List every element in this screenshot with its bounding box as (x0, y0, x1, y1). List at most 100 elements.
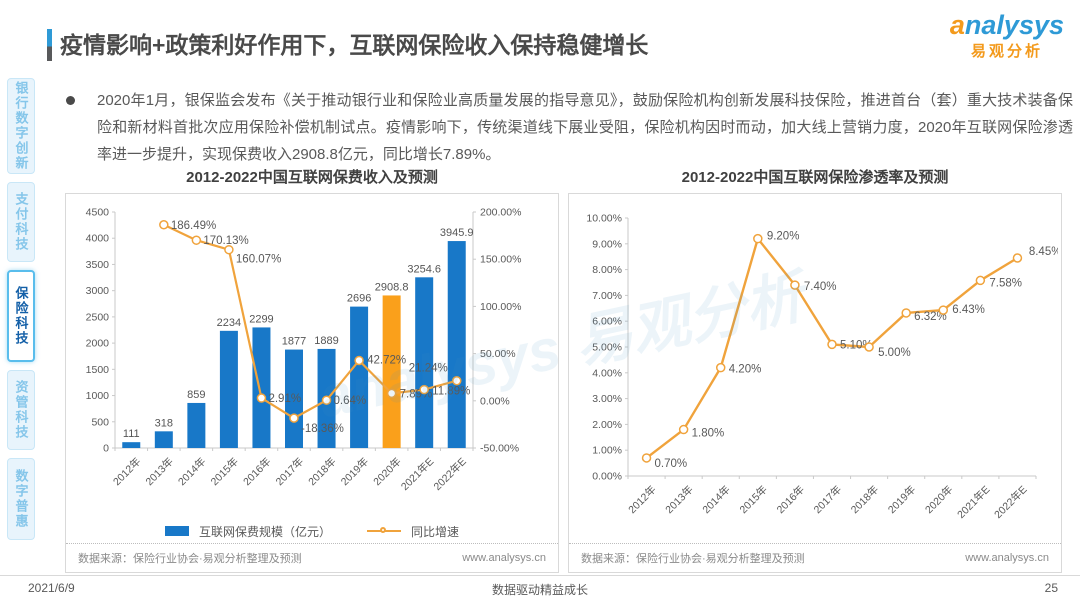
sidebar-tab-asset-mgmt-tech[interactable]: 资管科技 (7, 370, 35, 450)
legend-line-marker (380, 527, 386, 533)
sidebar-tab-digital-inclusion[interactable]: 数字普惠 (7, 458, 35, 540)
bar (154, 431, 173, 448)
svg-text:2015年: 2015年 (737, 483, 770, 516)
svg-text:200.00%: 200.00% (480, 207, 521, 219)
right-website-text: www.analysys.cn (965, 552, 1049, 564)
svg-text:8.45%: 8.45% (1029, 246, 1058, 258)
penetration-chart-panel: 0.00% 1.00% 2.00% 3.00% 4.00% 5.00% 6.00% 7.00%… (568, 193, 1062, 573)
svg-text:3.00%: 3.00% (592, 393, 622, 405)
svg-text:2018年: 2018年 (306, 455, 339, 488)
svg-text:0.64%: 0.64% (334, 395, 367, 407)
marker (256, 393, 267, 403)
legend: 互联网保费规模（亿元） 同比增速 (66, 518, 558, 544)
svg-text:2908.8: 2908.8 (375, 281, 409, 293)
logo-a-glyph: a (949, 10, 965, 40)
marker (715, 362, 726, 373)
svg-text:10.00%: 10.00% (586, 213, 622, 225)
marker (321, 395, 332, 405)
marker (938, 305, 949, 315)
left-website-text: www.analysys.cn (462, 552, 546, 564)
svg-text:2696: 2696 (347, 293, 371, 305)
marker (678, 424, 689, 435)
svg-text:9.00%: 9.00% (592, 238, 622, 250)
marker (354, 355, 364, 366)
svg-text:2019年: 2019年 (338, 455, 371, 488)
svg-text:4500: 4500 (86, 207, 110, 219)
svg-text:50.00%: 50.00% (480, 348, 516, 360)
svg-text:100.00%: 100.00% (480, 301, 521, 313)
left-source-row: 数据来源：保险行业协会·易观分析整理及预测 www.analysys.cn (66, 543, 558, 572)
svg-text:186.49%: 186.49% (171, 220, 216, 232)
marker (386, 388, 397, 399)
bar (219, 330, 238, 448)
marker (224, 244, 234, 255)
svg-text:2019年: 2019年 (885, 483, 918, 516)
bar (382, 295, 401, 448)
svg-text:2020年: 2020年 (922, 483, 955, 516)
bar (252, 327, 271, 448)
svg-text:11.89%: 11.89% (432, 386, 470, 398)
left-source-text: 数据来源：保险行业协会·易观分析整理及预测 (78, 553, 302, 565)
sidebar-tab-banking-digital[interactable]: 银行数字创新 (7, 78, 35, 174)
svg-text:2013年: 2013年 (143, 455, 176, 488)
svg-text:3500: 3500 (86, 259, 110, 271)
svg-text:0.70%: 0.70% (655, 458, 688, 470)
svg-text:1.80%: 1.80% (692, 428, 725, 440)
svg-text:4000: 4000 (86, 233, 110, 245)
svg-text:1877: 1877 (282, 336, 306, 348)
sidebar-tab-insurance-tech[interactable]: 保险科技 (7, 270, 35, 362)
x-labels: 2012年 2013年 2014年 2015年 2016年 2017年 2018年 2019年… (626, 483, 1030, 521)
legend-bar-swatch (164, 526, 189, 536)
footer-page-number: 25 (1044, 581, 1058, 595)
marker (451, 375, 462, 386)
svg-text:2000: 2000 (86, 338, 110, 350)
svg-text:7.40%: 7.40% (804, 281, 837, 293)
svg-text:2017年: 2017年 (273, 455, 306, 488)
svg-text:2012年: 2012年 (626, 483, 659, 516)
revenue-chart-panel: 0 500 1000 1500 2000 2500 3000 3500 4000 4500 -50.… (65, 193, 559, 573)
marker (191, 235, 202, 245)
svg-text:-50.00%: -50.00% (480, 443, 519, 455)
bar (122, 442, 141, 448)
x-labels: 2012年 2013年 2014年 2015年 2016年 2017年 2018年 2019年… (110, 455, 469, 493)
footer-divider (0, 575, 1080, 576)
svg-text:150.00%: 150.00% (480, 254, 521, 266)
bar (285, 349, 303, 448)
penetration-chart-svg: 0.00% 1.00% 2.00% 3.00% 4.00% 5.00% 6.00% 7.00%… (586, 213, 1058, 522)
footer-slogan: 数据驱动精益成长 (491, 583, 588, 597)
svg-text:111: 111 (123, 428, 140, 440)
page-title: 疫情影响+政策利好作用下，互联网保险收入保持稳健增长 (60, 32, 649, 58)
svg-text:5.00%: 5.00% (592, 342, 622, 354)
marker (790, 280, 800, 290)
svg-text:4.00%: 4.00% (592, 367, 622, 379)
svg-text:859: 859 (187, 389, 205, 401)
svg-text:160.07%: 160.07% (236, 254, 281, 266)
bar (415, 277, 434, 448)
svg-text:2015年: 2015年 (208, 455, 241, 488)
marker (641, 453, 652, 463)
logo-chinese-name: 易观分析 (970, 43, 1043, 60)
svg-text:6.00%: 6.00% (592, 316, 622, 328)
svg-text:2021年E: 2021年E (954, 483, 992, 521)
svg-text:21.24%: 21.24% (409, 363, 448, 375)
svg-text:2017年: 2017年 (811, 483, 844, 516)
svg-text:318: 318 (155, 417, 173, 429)
svg-text:2234: 2234 (217, 317, 241, 329)
legend-bar-label: 互联网保费规模（亿元） (198, 524, 331, 539)
legend-line-label: 同比增速 (411, 524, 460, 539)
left-chart-title: 2012-2022中国互联网保费收入及预测 (186, 169, 438, 186)
sidebar-tab-payment-tech[interactable]: 支付科技 (7, 182, 35, 262)
marker (901, 308, 911, 318)
svg-text:2018年: 2018年 (848, 483, 881, 516)
svg-text:7.00%: 7.00% (592, 290, 622, 302)
svg-text:2014年: 2014年 (175, 455, 208, 488)
marker (289, 413, 299, 423)
logo-wordmark: analysys (949, 10, 1064, 40)
svg-text:2022年E: 2022年E (991, 483, 1029, 521)
marker (753, 233, 763, 244)
svg-text:2020年: 2020年 (371, 455, 404, 488)
bar (447, 241, 466, 448)
marker (159, 220, 169, 230)
marker (827, 339, 837, 350)
